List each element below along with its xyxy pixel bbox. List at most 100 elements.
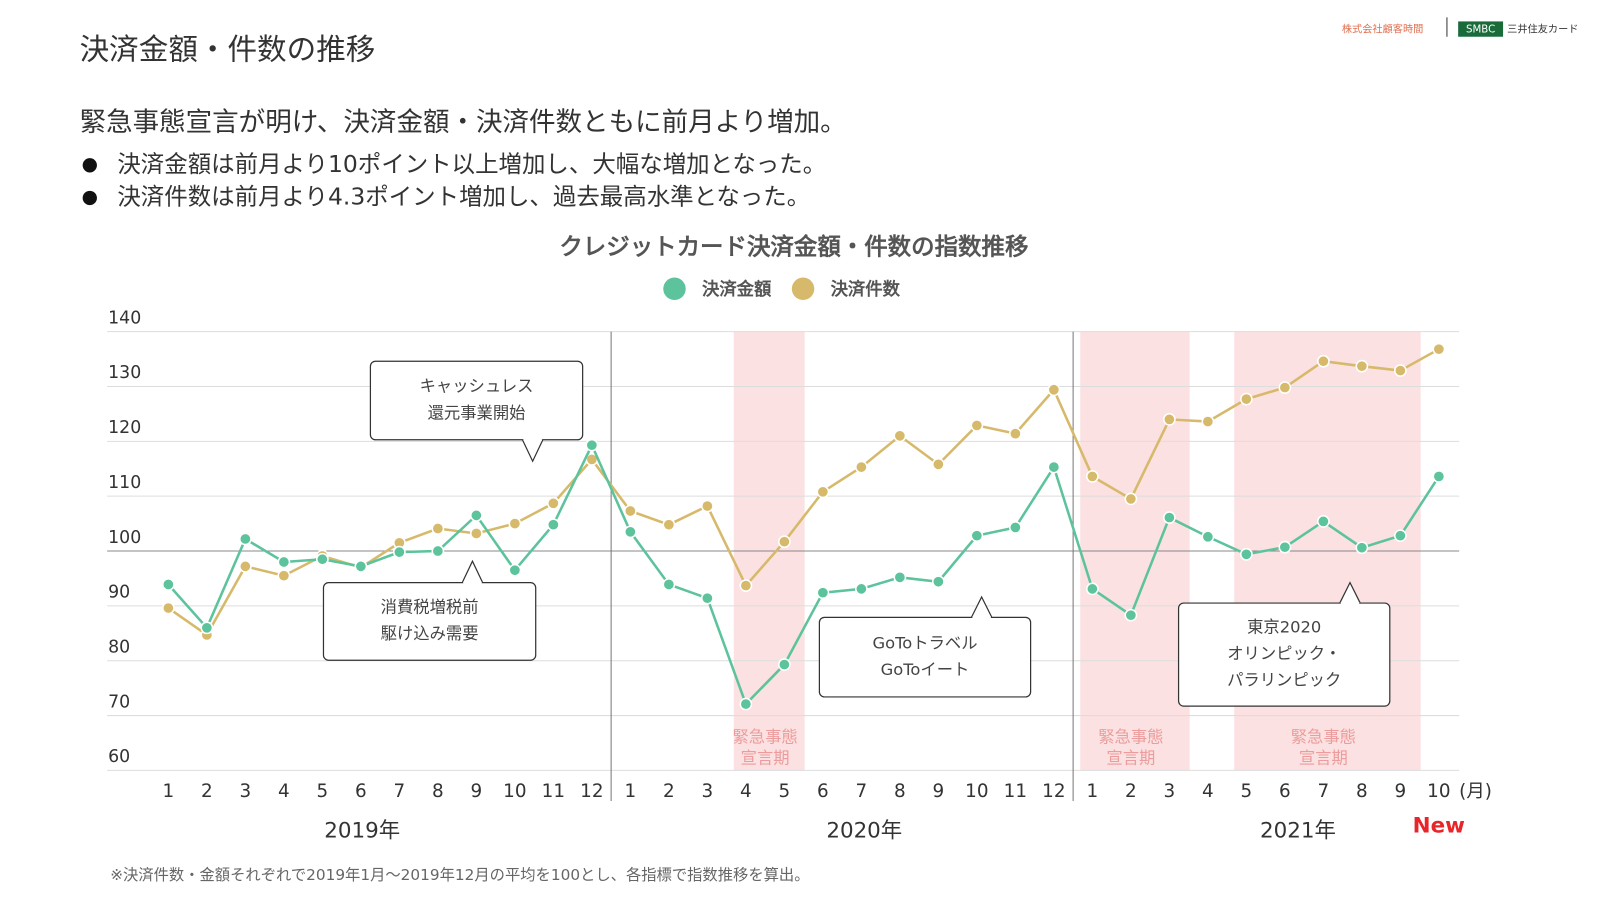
legend-label: 決済金額 <box>702 279 772 300</box>
x-tick-label: 4 <box>740 781 752 802</box>
data-point <box>1316 515 1330 528</box>
callout-text: GoToイート <box>881 660 970 679</box>
data-point <box>1124 492 1138 506</box>
data-point <box>739 579 753 592</box>
data-point <box>546 496 560 510</box>
y-tick-label: 70 <box>108 692 130 712</box>
x-tick-label: 7 <box>856 781 868 802</box>
data-point <box>662 518 676 532</box>
data-point <box>277 555 291 569</box>
x-tick-label: 12 <box>580 781 603 802</box>
y-tick-label: 60 <box>108 747 130 767</box>
x-tick-label: 2 <box>663 781 675 802</box>
data-point <box>431 544 445 558</box>
callout-text: パラリンピック <box>1227 671 1341 690</box>
callout-box <box>369 360 584 441</box>
data-point <box>854 460 868 474</box>
data-point <box>585 438 599 452</box>
callout-pointer <box>970 595 993 618</box>
data-point <box>1008 427 1022 441</box>
period-label: 緊急事態 <box>1291 727 1356 746</box>
data-point <box>315 552 329 566</box>
period-label: 宣言期 <box>741 749 790 768</box>
callout-box <box>1177 602 1391 707</box>
chart: 緊急事態宣言期緊急事態宣言期緊急事態宣言期6070809010011012013… <box>107 277 1492 844</box>
callout-box <box>818 616 1032 698</box>
x-tick-label: 1 <box>1087 781 1099 802</box>
x-tick-label: 2 <box>1125 781 1137 802</box>
callout-text: GoToトラベル <box>872 633 977 652</box>
data-point <box>1085 582 1099 596</box>
data-point <box>277 569 291 583</box>
x-tick-label: 5 <box>317 781 329 802</box>
callout-text: 駆け込み需要 <box>381 624 479 643</box>
data-point <box>238 532 252 546</box>
x-tick-label: 5 <box>779 781 791 802</box>
data-point <box>161 578 175 591</box>
y-tick-label: 120 <box>108 418 141 438</box>
x-tick-label: 8 <box>894 781 906 802</box>
x-tick-label: 6 <box>817 781 829 802</box>
callout-text: オリンピック・ <box>1227 644 1341 663</box>
callout-text: 東京2020 <box>1247 618 1321 637</box>
logo-text: 株式会社顧客時間 <box>1342 23 1423 36</box>
x-tick-label: 11 <box>542 781 565 802</box>
x-tick-label: 9 <box>1395 781 1407 802</box>
legend-label: 決済件数 <box>831 279 901 300</box>
data-point <box>238 559 252 573</box>
x-tick-label: 7 <box>1318 781 1330 802</box>
data-point <box>854 582 868 596</box>
data-point <box>700 591 714 605</box>
callout-text: キャッシュレス <box>420 377 534 396</box>
data-point <box>931 457 945 471</box>
data-point <box>970 419 984 432</box>
x-tick-label: 7 <box>394 781 406 802</box>
data-point <box>931 575 945 589</box>
new-label: New <box>1413 814 1465 839</box>
logo-text: SMBC <box>1466 25 1495 36</box>
data-point <box>893 570 907 584</box>
x-tick-label: 9 <box>471 781 483 802</box>
data-point <box>662 578 676 591</box>
x-tick-label: 3 <box>1164 781 1176 802</box>
headline: 緊急事態宣言が明け、決済金額・決済件数ともに前月より増加。 <box>80 107 847 138</box>
y-tick-label: 140 <box>108 308 141 328</box>
x-tick-label: 2 <box>201 781 213 802</box>
data-point <box>1355 541 1369 555</box>
y-tick-label: 80 <box>108 637 130 657</box>
x-tick-label: 3 <box>240 781 252 802</box>
data-point <box>546 518 560 532</box>
data-point <box>431 522 445 535</box>
data-point <box>1239 547 1253 561</box>
data-point <box>1239 392 1253 406</box>
chart-title: クレジットカード決済金額・件数の指数推移 <box>559 232 1028 260</box>
data-point <box>1047 460 1061 474</box>
data-point <box>354 559 368 573</box>
data-point <box>893 429 907 443</box>
bullet-dot <box>82 158 97 173</box>
year-label: 2019年 <box>324 819 400 844</box>
x-tick-label: 8 <box>432 781 444 802</box>
data-point <box>1162 413 1176 426</box>
data-point <box>1085 470 1099 483</box>
x-tick-label: 9 <box>933 781 945 802</box>
x-tick-label: 4 <box>278 781 290 802</box>
logo-text: 三井住友カード <box>1507 23 1578 36</box>
callout-pointer <box>1339 581 1361 604</box>
data-point <box>777 535 791 549</box>
x-tick-label: 3 <box>702 781 714 802</box>
data-point <box>1008 521 1022 534</box>
data-point <box>1432 470 1446 483</box>
series-line <box>167 442 1440 707</box>
bullet: 決済件数は前月より4.3ポイント増加し、過去最高水準となった。 <box>117 182 810 210</box>
x-tick-label: 6 <box>355 781 367 802</box>
x-tick-label: 11 <box>1004 781 1027 802</box>
data-point <box>816 586 830 600</box>
data-point <box>1201 415 1215 428</box>
data-point <box>469 508 483 522</box>
data-point <box>1355 359 1369 373</box>
period-label: 緊急事態 <box>1098 727 1163 746</box>
year-label: 2021年 <box>1260 819 1336 844</box>
